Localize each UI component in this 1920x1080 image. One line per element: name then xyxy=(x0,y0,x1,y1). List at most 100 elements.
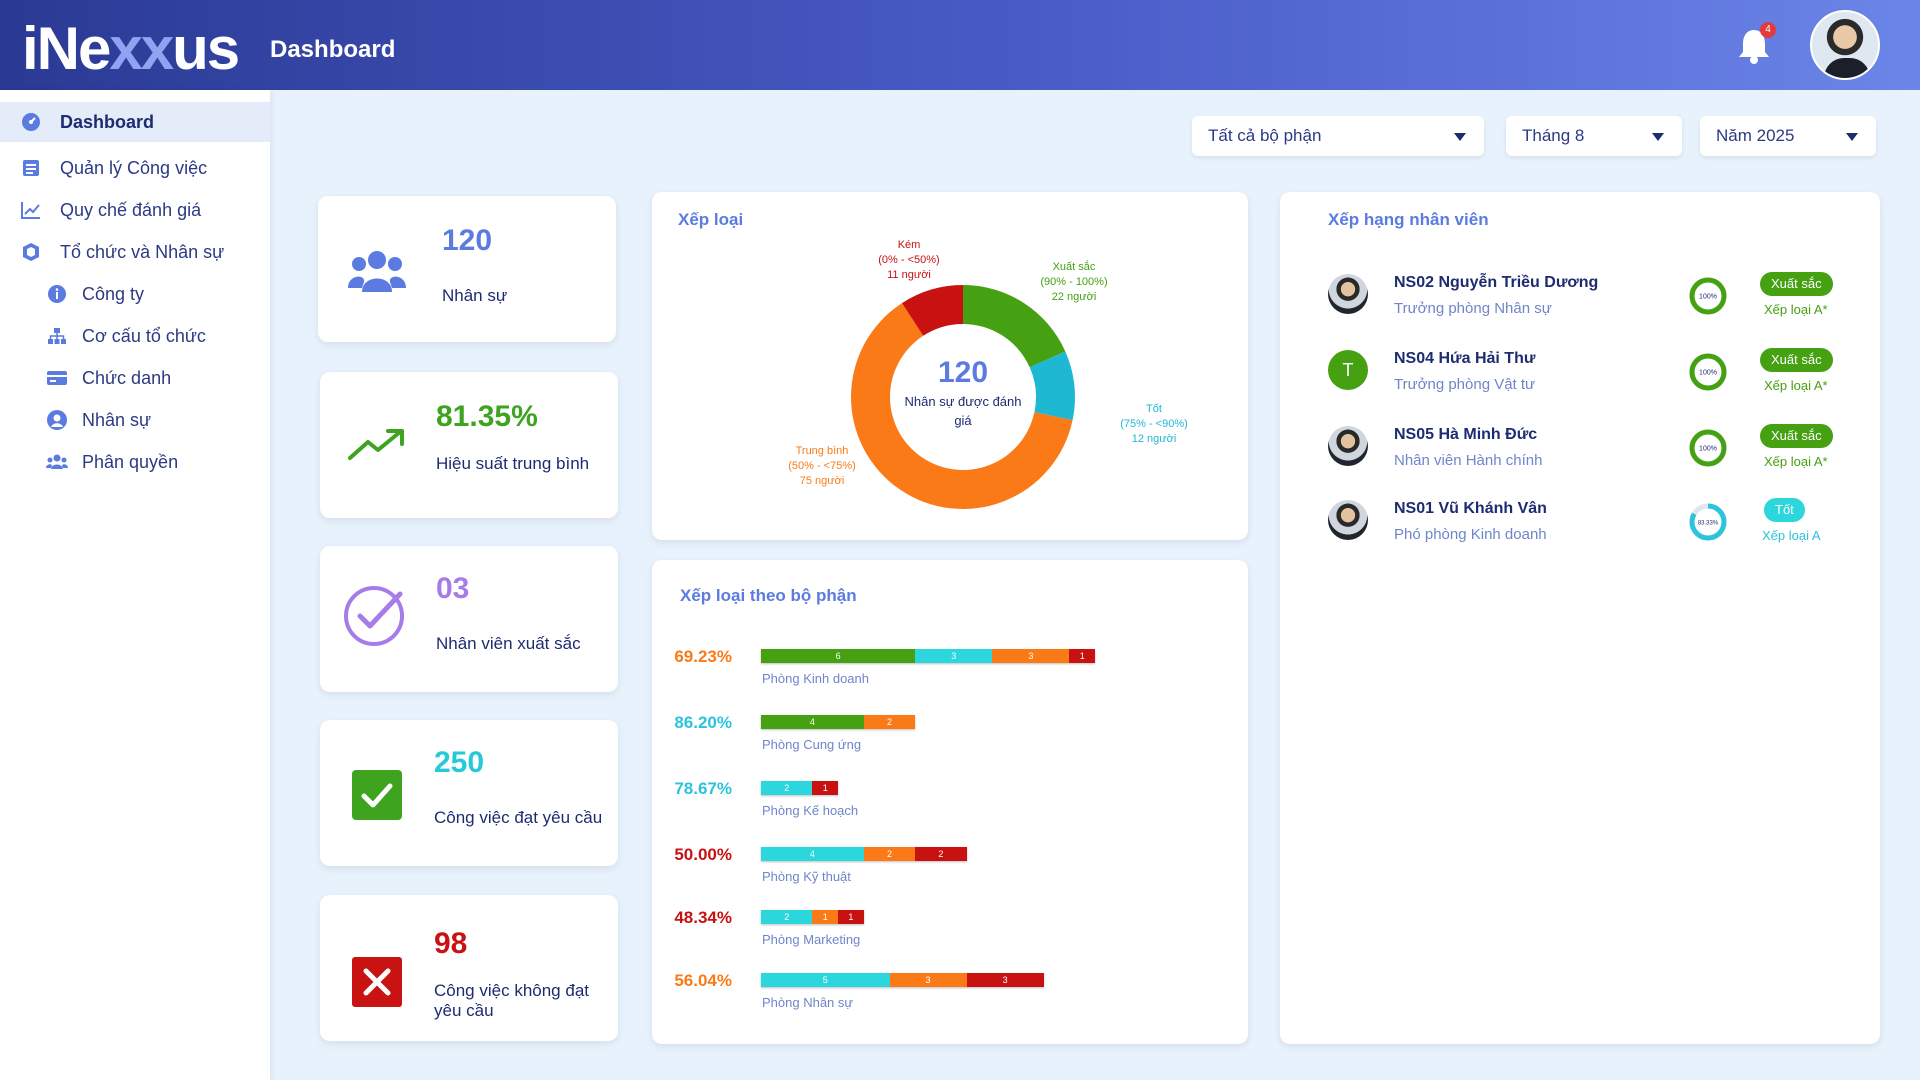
grade-label: Xếp loại A* xyxy=(1764,378,1828,393)
sidebar-item-label: Dashboard xyxy=(60,111,155,132)
check-circle-icon xyxy=(344,586,404,646)
check-box-icon xyxy=(352,770,402,820)
month-select[interactable]: Tháng 8 xyxy=(1506,116,1682,156)
dashboard-icon xyxy=(20,111,42,133)
dept-percent: 69.23% xyxy=(674,647,732,666)
score-ring-fill xyxy=(1689,277,1727,315)
app-logo[interactable]: iNexxus xyxy=(22,15,240,82)
donut-center-label: Nhân sự được đánh giá xyxy=(904,394,1022,428)
score-percent: 100% xyxy=(1699,446,1717,453)
stat-card-tasks-passed[interactable]: 250 Công việc đạt yêu cầu xyxy=(320,720,618,866)
employee-avatar[interactable] xyxy=(1328,274,1368,314)
dept-name: Phòng Kỹ thuật xyxy=(762,869,851,884)
employee-avatar[interactable]: T xyxy=(1328,350,1368,390)
stat-card-excellent[interactable]: 03 Nhân viên xuất sắc xyxy=(320,546,618,692)
sidebar-item-tasks[interactable]: Quản lý Công việc xyxy=(0,148,270,188)
score-percent: 100% xyxy=(1699,370,1717,377)
page-title: Dashboard xyxy=(270,36,396,63)
employee-ranking-panel: Xếp hạng nhân viên NS02 Nguyễn Triều Dươ… xyxy=(1280,192,1880,1044)
stat-value: 81.35% xyxy=(436,400,538,433)
bar-segment-tot[interactable]: 4 xyxy=(761,847,864,861)
stat-label: Hiệu suất trung bình xyxy=(436,454,590,473)
stat-value: 98 xyxy=(434,927,468,960)
bar-segment-kem[interactable]: 1 xyxy=(812,781,839,795)
sidebar-item-label: Chức danh xyxy=(82,367,172,388)
score-ring-fill xyxy=(1689,429,1727,467)
bar-segment-tot[interactable]: 5 xyxy=(761,973,890,987)
score-ring-fill xyxy=(1689,353,1727,391)
slice-xuat-sac[interactable] xyxy=(963,285,1066,368)
sidebar-item-evaluation[interactable]: Quy chế đánh giá xyxy=(0,190,270,230)
slice-tot[interactable] xyxy=(1029,351,1075,421)
bar-segment-kem[interactable]: 2 xyxy=(915,847,967,861)
sidebar: Dashboard Quản lý Công việc Quy chế đánh… xyxy=(0,90,270,1080)
bar-segment-xuat-sac[interactable]: 4 xyxy=(761,715,864,729)
bar-segment-trung-binh[interactable]: 3 xyxy=(992,649,1070,663)
employee-avatar[interactable] xyxy=(1328,500,1368,540)
score-ring: 100% xyxy=(1689,277,1727,315)
info-icon xyxy=(46,283,68,305)
bar-segment-kem[interactable]: 1 xyxy=(1069,649,1096,663)
employee-avatar[interactable] xyxy=(1328,426,1368,466)
stat-card-employees[interactable]: 120 Nhân sự xyxy=(318,196,616,342)
stat-value: 03 xyxy=(436,572,470,605)
bar-segment-kem[interactable]: 3 xyxy=(966,973,1044,987)
rating-donut-chart xyxy=(851,285,1075,509)
bar-segment-trung-binh[interactable]: 2 xyxy=(863,715,916,729)
sidebar-item-dashboard[interactable]: Dashboard xyxy=(0,102,270,142)
panel-title: Xếp loại theo bộ phận xyxy=(680,586,857,605)
bar-segment-trung-binh[interactable]: 1 xyxy=(812,910,839,924)
donut-hole xyxy=(892,326,1034,468)
slice-kem[interactable] xyxy=(902,285,963,336)
employee-name[interactable]: NS02 Nguyễn Triều Dương xyxy=(1394,274,1599,291)
bell-icon[interactable] xyxy=(1736,26,1772,66)
bar-segment-tot[interactable]: 3 xyxy=(915,649,993,663)
sidebar-item-permissions[interactable]: Phân quyền xyxy=(0,442,270,482)
chart-line-icon xyxy=(20,199,42,221)
bar-segment-tot[interactable]: 2 xyxy=(761,781,813,795)
bar-segment-trung-binh[interactable]: 3 xyxy=(889,973,967,987)
dept-name: Phòng Marketing xyxy=(762,932,861,947)
panel-title: Xếp hạng nhân viên xyxy=(1328,210,1489,229)
donut-label-tot: Tốt (75% - <90%) 12 người xyxy=(1120,403,1188,445)
bar-segment-xuat-sac[interactable]: 6 xyxy=(761,649,916,663)
donut-center: 120 Nhân sự được đánh giá xyxy=(900,356,1026,430)
employee-name[interactable]: NS05 Hà Minh Đức xyxy=(1394,426,1538,443)
employee-name[interactable]: NS04 Hứa Hải Thư xyxy=(1394,350,1536,367)
dept-name: Phòng Nhân sự xyxy=(762,995,854,1010)
sidebar-item-org-structure[interactable]: Cơ cấu tổ chức xyxy=(0,316,270,356)
user-icon xyxy=(46,409,68,431)
slice-trung-binh[interactable] xyxy=(851,303,1073,509)
dept-percent: 86.20% xyxy=(674,713,732,732)
dept-rating-panel: Xếp loại theo bộ phận 69.23% 6 3 3 1 Phòng Ki… xyxy=(652,560,1248,1044)
donut-center-value: 120 xyxy=(937,356,989,389)
employee-name[interactable]: NS01 Vũ Khánh Vân xyxy=(1394,500,1547,517)
user-avatar[interactable] xyxy=(1810,10,1880,80)
bar-segment-tot[interactable]: 2 xyxy=(761,910,813,924)
sidebar-item-company[interactable]: Công ty xyxy=(0,274,270,314)
stat-card-performance[interactable]: 81.35% Hiệu suất trung bình xyxy=(320,372,618,518)
notification-badge: 4 xyxy=(1760,22,1776,38)
department-select[interactable]: Tất cả bộ phận xyxy=(1192,116,1484,156)
dept-percent: 50.00% xyxy=(674,845,732,864)
sidebar-item-personnel[interactable]: Nhân sự xyxy=(0,400,270,440)
stat-label: Công việc không đạt yêu cầu xyxy=(434,981,589,1020)
top-header: iNexxus Dashboard 4 xyxy=(0,0,1920,90)
bar-segment-trung-binh[interactable]: 2 xyxy=(863,847,916,861)
sidebar-item-job-titles[interactable]: Chức danh xyxy=(0,358,270,398)
year-select[interactable]: Năm 2025 xyxy=(1700,116,1876,156)
stat-card-tasks-failed[interactable]: 98 Công việc không đạt yêu cầu xyxy=(320,895,618,1041)
rating-badge: Tốt xyxy=(1764,498,1805,522)
year-select-value: Năm 2025 xyxy=(1716,126,1795,145)
sidebar-item-organization[interactable]: Tổ chức và Nhân sự xyxy=(0,232,270,272)
donut-label-kem: Kém (0% - <50%) 11 người xyxy=(878,239,940,281)
stat-value: 120 xyxy=(442,224,493,257)
cube-icon xyxy=(20,241,42,263)
bar-segment-kem[interactable]: 1 xyxy=(838,910,864,924)
